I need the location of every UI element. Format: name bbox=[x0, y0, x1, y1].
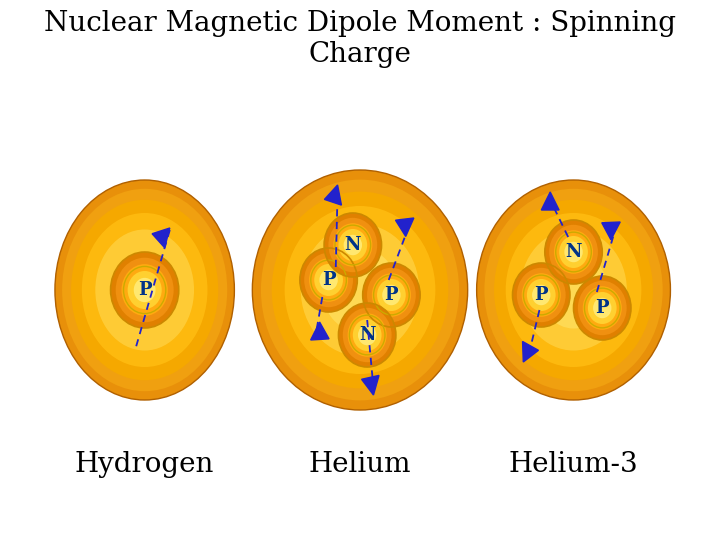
Polygon shape bbox=[541, 192, 559, 210]
Circle shape bbox=[522, 273, 561, 317]
Circle shape bbox=[367, 268, 416, 322]
Circle shape bbox=[527, 279, 556, 311]
Circle shape bbox=[324, 213, 382, 277]
Circle shape bbox=[549, 225, 598, 279]
Text: N: N bbox=[345, 236, 361, 254]
Circle shape bbox=[545, 220, 602, 284]
Circle shape bbox=[574, 276, 631, 340]
Circle shape bbox=[363, 263, 420, 327]
Ellipse shape bbox=[539, 252, 608, 328]
Ellipse shape bbox=[252, 170, 468, 410]
Text: Helium: Helium bbox=[309, 451, 411, 478]
Polygon shape bbox=[325, 185, 341, 205]
Circle shape bbox=[127, 271, 162, 309]
Polygon shape bbox=[523, 341, 539, 362]
Circle shape bbox=[554, 230, 593, 274]
Circle shape bbox=[309, 258, 348, 302]
Ellipse shape bbox=[485, 189, 662, 391]
Circle shape bbox=[338, 229, 367, 261]
Circle shape bbox=[582, 286, 622, 330]
Text: P: P bbox=[138, 281, 151, 299]
Ellipse shape bbox=[113, 252, 176, 328]
Ellipse shape bbox=[82, 213, 207, 367]
Circle shape bbox=[338, 303, 396, 367]
Polygon shape bbox=[152, 228, 170, 248]
Circle shape bbox=[517, 268, 566, 322]
Text: P: P bbox=[595, 299, 609, 317]
Circle shape bbox=[564, 242, 582, 262]
Circle shape bbox=[111, 252, 179, 328]
Ellipse shape bbox=[95, 230, 194, 350]
Ellipse shape bbox=[301, 224, 419, 356]
Ellipse shape bbox=[55, 180, 235, 400]
Circle shape bbox=[513, 263, 570, 327]
Circle shape bbox=[328, 218, 377, 272]
Ellipse shape bbox=[284, 206, 436, 374]
Ellipse shape bbox=[477, 180, 670, 400]
Circle shape bbox=[559, 236, 588, 268]
Circle shape bbox=[314, 264, 343, 296]
Circle shape bbox=[377, 279, 406, 311]
Ellipse shape bbox=[271, 192, 449, 388]
Circle shape bbox=[300, 248, 357, 312]
Ellipse shape bbox=[62, 189, 228, 391]
Ellipse shape bbox=[323, 248, 397, 332]
Circle shape bbox=[593, 298, 611, 318]
Ellipse shape bbox=[505, 213, 642, 367]
Polygon shape bbox=[602, 222, 620, 240]
Circle shape bbox=[304, 253, 353, 307]
Circle shape bbox=[134, 278, 156, 302]
Circle shape bbox=[532, 285, 550, 305]
Text: P: P bbox=[322, 271, 336, 289]
Circle shape bbox=[348, 313, 387, 357]
Ellipse shape bbox=[71, 200, 218, 380]
Text: P: P bbox=[384, 286, 398, 304]
Text: Helium-3: Helium-3 bbox=[509, 451, 639, 478]
Text: N: N bbox=[565, 243, 582, 261]
Text: Hydrogen: Hydrogen bbox=[75, 451, 215, 478]
Polygon shape bbox=[361, 375, 379, 395]
Text: P: P bbox=[534, 286, 548, 304]
Circle shape bbox=[588, 292, 616, 324]
Circle shape bbox=[382, 285, 400, 305]
Circle shape bbox=[358, 325, 377, 345]
Ellipse shape bbox=[261, 180, 459, 400]
Circle shape bbox=[320, 270, 338, 290]
Circle shape bbox=[372, 273, 411, 317]
Circle shape bbox=[353, 319, 382, 351]
Polygon shape bbox=[395, 218, 414, 237]
Circle shape bbox=[333, 223, 372, 267]
Circle shape bbox=[116, 258, 174, 322]
Circle shape bbox=[578, 281, 626, 335]
Ellipse shape bbox=[521, 230, 627, 350]
Circle shape bbox=[343, 235, 362, 255]
Ellipse shape bbox=[494, 200, 653, 380]
Circle shape bbox=[122, 264, 168, 316]
Text: N: N bbox=[359, 326, 375, 344]
Circle shape bbox=[343, 308, 392, 362]
Text: Nuclear Magnetic Dipole Moment : Spinning
Charge: Nuclear Magnetic Dipole Moment : Spinnin… bbox=[44, 10, 676, 68]
Polygon shape bbox=[310, 322, 329, 340]
